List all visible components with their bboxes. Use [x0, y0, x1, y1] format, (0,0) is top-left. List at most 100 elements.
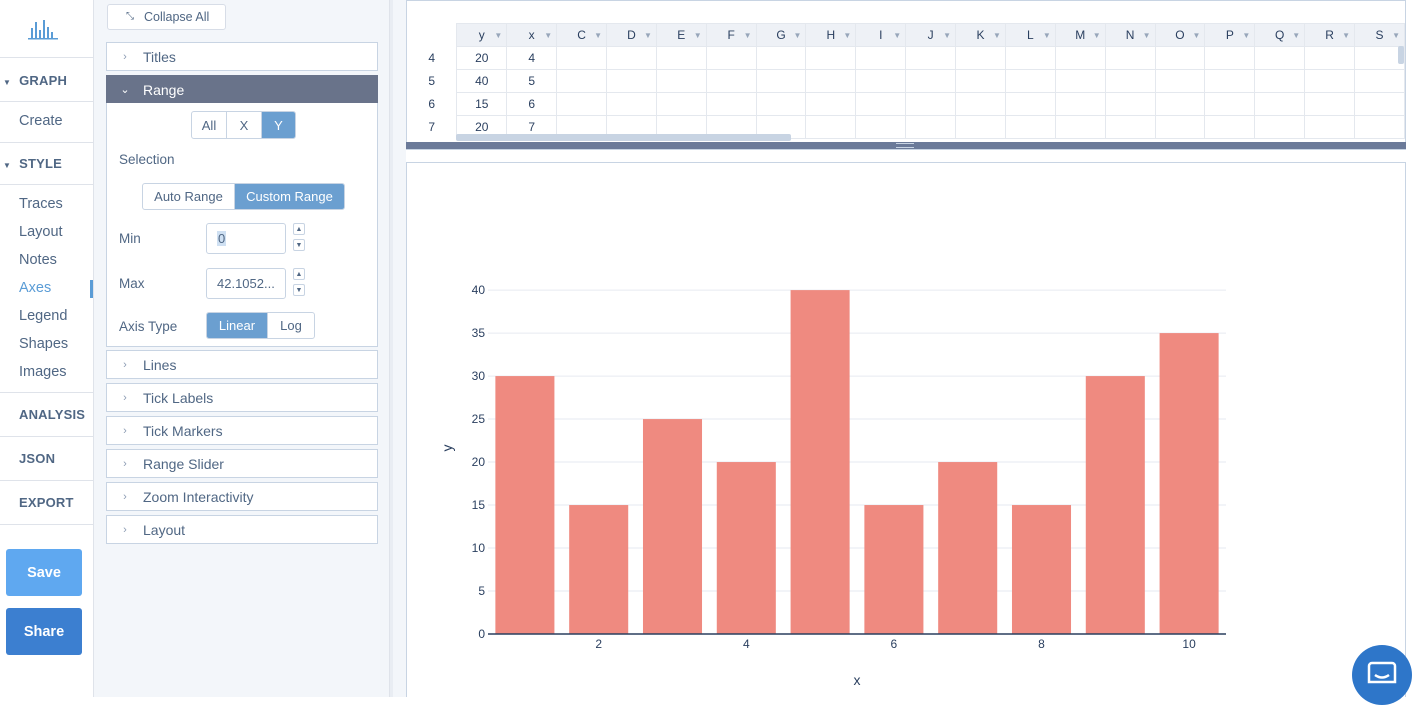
dropdown-caret-icon[interactable]: ▼ [1342, 31, 1350, 40]
grid-cell[interactable] [855, 69, 907, 93]
grid-cell[interactable] [1304, 92, 1355, 116]
grid-cell[interactable] [556, 46, 607, 70]
nav-item-notes[interactable]: Notes [19, 252, 57, 268]
grid-cell[interactable] [1104, 69, 1156, 93]
grid-cell[interactable] [655, 92, 707, 116]
panel-resize-edge[interactable] [390, 0, 406, 697]
column-header-o[interactable]: O ▼ [1154, 23, 1206, 47]
bar[interactable] [1159, 333, 1219, 634]
grid-vertical-scrollbar[interactable] [1398, 46, 1404, 64]
grid-cell[interactable] [556, 92, 607, 116]
grid-cell[interactable]: 6 [506, 92, 558, 116]
grid-cell[interactable] [755, 46, 807, 70]
column-header-n[interactable]: N ▼ [1104, 23, 1156, 47]
fold-titles[interactable]: › Titles [106, 42, 378, 71]
grid-cell[interactable] [1054, 115, 1106, 139]
grid-cell[interactable] [905, 69, 957, 93]
dropdown-caret-icon[interactable]: ▼ [893, 31, 902, 40]
axis-toggle-all[interactable]: All [192, 112, 227, 138]
grid-cell[interactable] [1254, 115, 1306, 139]
bar[interactable] [864, 505, 924, 634]
grid-cell[interactable] [1054, 69, 1106, 93]
dropdown-caret-icon[interactable]: ▼ [643, 31, 652, 40]
fold-range[interactable]: ⌄ Range [106, 75, 378, 104]
dropdown-caret-icon[interactable]: ▼ [1242, 31, 1251, 40]
nav-item-axes[interactable]: Axes [19, 280, 52, 296]
grid-cell[interactable] [1204, 46, 1256, 70]
dropdown-caret-icon[interactable]: ▼ [1392, 31, 1400, 40]
bar[interactable] [495, 376, 555, 634]
y-axis-title[interactable]: y [439, 445, 455, 452]
column-header-k[interactable]: K ▼ [955, 23, 1006, 47]
grid-cell[interactable] [1104, 92, 1156, 116]
column-header-d[interactable]: D ▼ [605, 23, 657, 47]
nav-section-json[interactable]: JSON [19, 451, 56, 466]
grid-cell[interactable] [1154, 46, 1206, 70]
nav-item-shapes[interactable]: Shapes [19, 336, 69, 352]
nav-item-images[interactable]: Images [19, 364, 67, 380]
grid-cell[interactable] [1354, 69, 1405, 93]
bar[interactable] [569, 505, 629, 634]
grid-cell[interactable] [1204, 69, 1256, 93]
grid-cell[interactable] [655, 46, 707, 70]
column-header-f[interactable]: F ▼ [705, 23, 757, 47]
dropdown-caret-icon[interactable]: ▼ [793, 31, 802, 40]
dropdown-caret-icon[interactable]: ▼ [693, 31, 702, 40]
grid-cell[interactable] [1254, 92, 1306, 116]
fold-tick-labels[interactable]: › Tick Labels [106, 383, 378, 412]
grid-cell[interactable] [955, 92, 1006, 116]
min-increment-icon[interactable]: ▲ [293, 223, 305, 235]
grid-cell[interactable] [855, 115, 907, 139]
dropdown-caret-icon[interactable]: ▼ [1142, 31, 1151, 40]
grid-cell[interactable] [1004, 69, 1056, 93]
auto-range-button[interactable]: Auto Range [143, 184, 235, 209]
grid-horizontal-scrollbar[interactable] [456, 134, 791, 141]
grid-cell[interactable] [955, 115, 1006, 139]
dropdown-caret-icon[interactable]: ▼ [494, 31, 503, 40]
grid-cell[interactable] [1204, 92, 1256, 116]
column-header-q[interactable]: Q ▼ [1254, 23, 1306, 47]
grid-resize-handle[interactable] [406, 142, 1406, 149]
grid-cell[interactable] [1154, 69, 1206, 93]
nav-item-create[interactable]: Create [19, 113, 63, 129]
fold-layout[interactable]: › Layout [106, 515, 378, 544]
grid-cell[interactable] [1054, 46, 1106, 70]
bar[interactable] [642, 419, 703, 634]
grid-cell[interactable] [905, 92, 957, 116]
grid-cell[interactable] [805, 46, 857, 70]
grid-cell[interactable] [755, 92, 807, 116]
max-decrement-icon[interactable]: ▼ [293, 284, 305, 296]
nav-item-traces[interactable]: Traces [19, 196, 63, 212]
axis-type-linear[interactable]: Linear [207, 313, 268, 338]
fold-tick-markers[interactable]: › Tick Markers [106, 416, 378, 445]
bar[interactable] [790, 290, 850, 634]
bar-chart[interactable]: 0 5 10 15 20 25 30 35 40 2 4 6 8 10 x y [406, 162, 1406, 697]
column-header-i[interactable]: I ▼ [855, 23, 907, 47]
column-header-l[interactable]: L ▼ [1004, 23, 1056, 47]
grid-cell[interactable] [1004, 46, 1056, 70]
grid-cell[interactable] [556, 69, 607, 93]
grid-cell[interactable] [1204, 115, 1256, 139]
share-button[interactable]: Share [6, 608, 82, 655]
axis-type-log[interactable]: Log [280, 318, 302, 333]
column-header-y[interactable]: y ▼ [456, 23, 508, 47]
grid-cell[interactable] [755, 69, 807, 93]
grid-cell[interactable] [1304, 115, 1355, 139]
bar[interactable] [938, 462, 998, 634]
grid-cell[interactable] [1304, 69, 1355, 93]
bar[interactable] [1011, 505, 1072, 634]
column-header-c[interactable]: C ▼ [556, 23, 607, 47]
dropdown-caret-icon[interactable]: ▼ [1292, 31, 1301, 40]
grid-cell[interactable]: 15 [456, 92, 508, 116]
dropdown-caret-icon[interactable]: ▼ [943, 31, 952, 40]
axis-toggle-x[interactable]: X [227, 112, 262, 138]
nav-section-graph[interactable]: ▼ GRAPH [3, 73, 68, 88]
column-header-g[interactable]: G ▼ [755, 23, 807, 47]
grid-cell[interactable] [1104, 115, 1156, 139]
grid-cell[interactable] [1154, 92, 1206, 116]
grid-cell[interactable] [805, 115, 857, 139]
dropdown-caret-icon[interactable]: ▼ [1092, 31, 1101, 40]
nav-section-export[interactable]: EXPORT [19, 495, 74, 510]
grid-cell[interactable]: 20 [456, 46, 508, 70]
grid-cell[interactable] [705, 69, 757, 93]
